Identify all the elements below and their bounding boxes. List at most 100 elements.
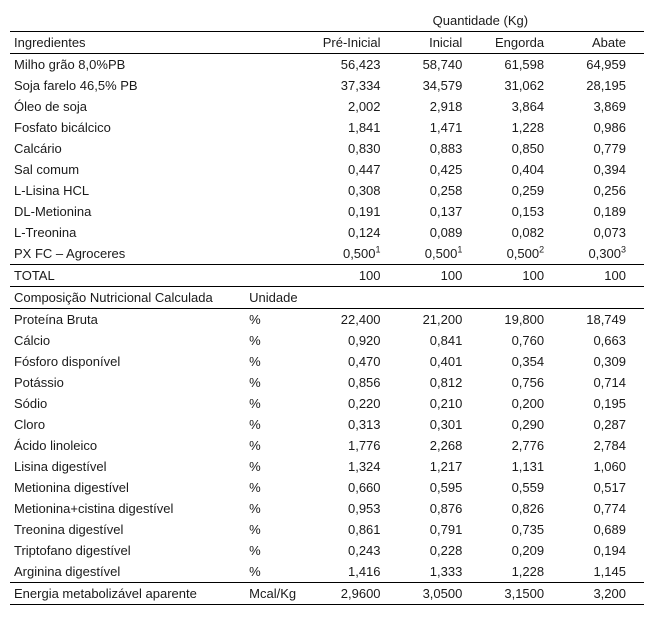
composition-value: 2,784: [562, 435, 644, 456]
composition-name: Cálcio: [10, 330, 245, 351]
composition-value: 0,856: [317, 372, 399, 393]
ingredient-value: 0,5001: [399, 243, 481, 265]
ingredient-value: 31,062: [480, 75, 562, 96]
ingredient-value: 0,850: [480, 138, 562, 159]
composition-value: 0,517: [562, 477, 644, 498]
composition-unit: %: [245, 372, 317, 393]
ingredient-value: 0,425: [399, 159, 481, 180]
ingredient-value: 34,579: [399, 75, 481, 96]
composition-value: 1,416: [317, 561, 399, 583]
composition-name: Sódio: [10, 393, 245, 414]
footnote-ref: 1: [457, 245, 462, 255]
ingredient-row: Óleo de soja2,0022,9183,8643,869: [10, 96, 644, 117]
ingredient-value: 0,256: [562, 180, 644, 201]
composition-row: Cálcio%0,9200,8410,7600,663: [10, 330, 644, 351]
composition-value: 0,920: [317, 330, 399, 351]
composition-value: 0,228: [399, 540, 481, 561]
ingredient-name: L-Treonina: [10, 222, 317, 243]
comp-header-unit: Unidade: [245, 287, 317, 309]
composition-value: 0,194: [562, 540, 644, 561]
ingredient-value: 0,259: [480, 180, 562, 201]
composition-value: 0,826: [480, 498, 562, 519]
composition-unit: %: [245, 435, 317, 456]
composition-value: 0,210: [399, 393, 481, 414]
composition-name: Energia metabolizável aparente: [10, 583, 245, 605]
composition-value: 21,200: [399, 309, 481, 331]
ingredient-value: 0,308: [317, 180, 399, 201]
composition-value: 1,217: [399, 456, 481, 477]
ingredient-row: L-Treonina0,1240,0890,0820,073: [10, 222, 644, 243]
col-ingredients: Ingredientes: [10, 32, 317, 54]
composition-name: Fósforo disponível: [10, 351, 245, 372]
ingredient-row: Soja farelo 46,5% PB37,33434,57931,06228…: [10, 75, 644, 96]
ingredient-value: 0,394: [562, 159, 644, 180]
composition-unit: %: [245, 456, 317, 477]
composition-unit: %: [245, 393, 317, 414]
composition-name: Metionina+cistina digestível: [10, 498, 245, 519]
phase-1: Inicial: [399, 32, 481, 54]
ingredient-row: Calcário0,8300,8830,8500,779: [10, 138, 644, 159]
composition-value: 0,756: [480, 372, 562, 393]
composition-value: 19,800: [480, 309, 562, 331]
composition-value: 0,841: [399, 330, 481, 351]
composition-name: Lisina digestível: [10, 456, 245, 477]
composition-value: 0,220: [317, 393, 399, 414]
ingredient-value: 0,073: [562, 222, 644, 243]
composition-value: 0,313: [317, 414, 399, 435]
ingredient-value: 64,959: [562, 54, 644, 76]
footnote-ref: 1: [376, 245, 381, 255]
ingredient-name: Calcário: [10, 138, 317, 159]
ingredient-value: 28,195: [562, 75, 644, 96]
ingredient-row: Milho grão 8,0%PB56,42358,74061,59864,95…: [10, 54, 644, 76]
composition-row: Cloro%0,3130,3010,2900,287: [10, 414, 644, 435]
composition-row: Sódio%0,2200,2100,2000,195: [10, 393, 644, 414]
total-row: TOTAL 100 100 100 100: [10, 265, 644, 287]
ingredient-value: 37,334: [317, 75, 399, 96]
ingredient-name: Óleo de soja: [10, 96, 317, 117]
ingredient-value: 0,883: [399, 138, 481, 159]
header-qty-row: Quantidade (Kg): [10, 10, 644, 32]
total-2: 100: [480, 265, 562, 287]
composition-row: Treonina digestível%0,8610,7910,7350,689: [10, 519, 644, 540]
composition-value: 1,324: [317, 456, 399, 477]
composition-value: 0,401: [399, 351, 481, 372]
composition-value: 0,876: [399, 498, 481, 519]
composition-name: Proteína Bruta: [10, 309, 245, 331]
ingredient-value: 1,471: [399, 117, 481, 138]
composition-value: 1,060: [562, 456, 644, 477]
ingredient-value: 58,740: [399, 54, 481, 76]
ingredient-value: 0,153: [480, 201, 562, 222]
total-3: 100: [562, 265, 644, 287]
comp-header-label: Composição Nutricional Calculada: [10, 287, 245, 309]
ingredient-value: 2,918: [399, 96, 481, 117]
composition-value: 0,660: [317, 477, 399, 498]
ingredient-value: 0,830: [317, 138, 399, 159]
composition-value: 0,861: [317, 519, 399, 540]
header-phases-row: Ingredientes Pré-Inicial Inicial Engorda…: [10, 32, 644, 54]
composition-value: 0,791: [399, 519, 481, 540]
composition-row: Ácido linoleico%1,7762,2682,7762,784: [10, 435, 644, 456]
composition-value: 18,749: [562, 309, 644, 331]
composition-name: Triptofano digestível: [10, 540, 245, 561]
total-0: 100: [317, 265, 399, 287]
composition-row: Metionina+cistina digestível%0,9530,8760…: [10, 498, 644, 519]
phase-3: Abate: [562, 32, 644, 54]
ingredient-name: Fosfato bicálcico: [10, 117, 317, 138]
composition-row: Energia metabolizável aparenteMcal/Kg2,9…: [10, 583, 644, 605]
composition-unit: %: [245, 351, 317, 372]
qty-label: Quantidade (Kg): [317, 10, 644, 32]
ingredient-name: L-Lisina HCL: [10, 180, 317, 201]
composition-value: 1,131: [480, 456, 562, 477]
total-1: 100: [399, 265, 481, 287]
ingredient-value: 0,3003: [562, 243, 644, 265]
composition-value: 2,9600: [317, 583, 399, 605]
composition-value: 0,735: [480, 519, 562, 540]
composition-name: Ácido linoleico: [10, 435, 245, 456]
composition-value: 0,470: [317, 351, 399, 372]
ingredient-value: 2,002: [317, 96, 399, 117]
composition-value: 0,760: [480, 330, 562, 351]
composition-value: 0,663: [562, 330, 644, 351]
composition-row: Lisina digestível%1,3241,2171,1311,060: [10, 456, 644, 477]
composition-value: 0,595: [399, 477, 481, 498]
ingredient-name: DL-Metionina: [10, 201, 317, 222]
